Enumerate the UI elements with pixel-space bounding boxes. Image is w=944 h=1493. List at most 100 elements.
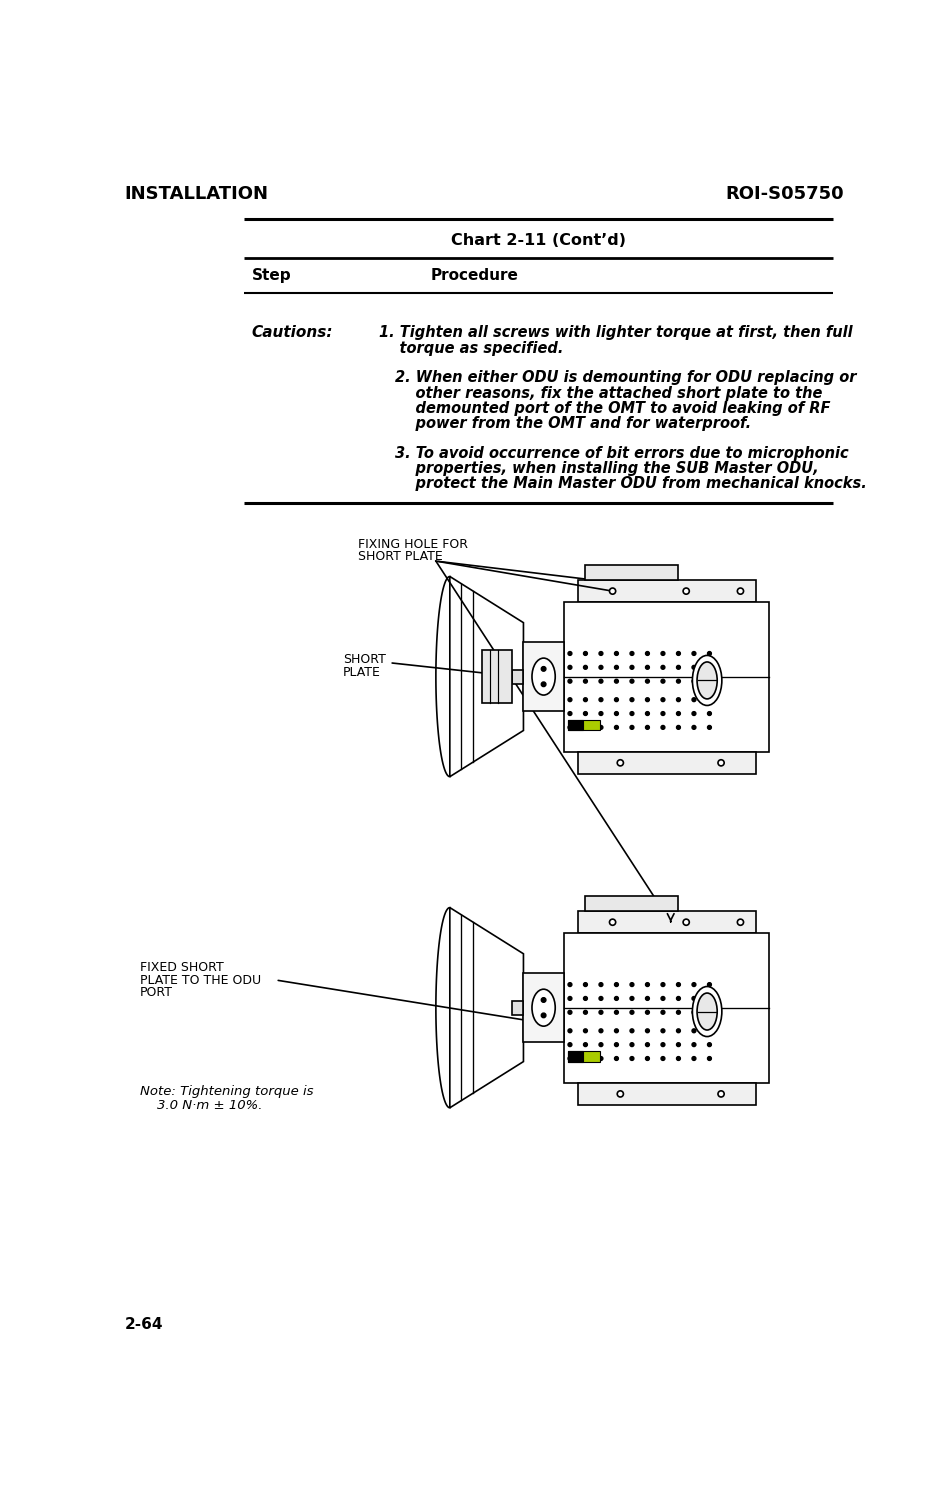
Circle shape bbox=[660, 982, 665, 987]
Circle shape bbox=[707, 666, 711, 669]
Circle shape bbox=[630, 679, 633, 684]
Circle shape bbox=[614, 666, 617, 669]
Circle shape bbox=[598, 1057, 602, 1060]
Circle shape bbox=[691, 726, 695, 729]
Circle shape bbox=[582, 726, 587, 729]
Circle shape bbox=[676, 1042, 680, 1047]
Text: Cautions:: Cautions: bbox=[251, 325, 332, 340]
Text: 2. When either ODU is demounting for ODU replacing or: 2. When either ODU is demounting for ODU… bbox=[395, 370, 855, 385]
Circle shape bbox=[707, 1042, 711, 1047]
Circle shape bbox=[645, 712, 649, 715]
Bar bbox=[567, 1051, 582, 1062]
Bar bbox=[523, 642, 564, 711]
Circle shape bbox=[630, 651, 633, 655]
Circle shape bbox=[567, 697, 571, 702]
Circle shape bbox=[707, 1029, 711, 1033]
Circle shape bbox=[582, 679, 587, 684]
Bar bbox=[567, 720, 582, 730]
Circle shape bbox=[645, 982, 649, 987]
Circle shape bbox=[645, 679, 649, 684]
Circle shape bbox=[645, 1042, 649, 1047]
Circle shape bbox=[616, 1091, 623, 1097]
Circle shape bbox=[707, 651, 711, 655]
Circle shape bbox=[630, 697, 633, 702]
Bar bbox=[577, 581, 755, 602]
Circle shape bbox=[691, 1029, 695, 1033]
Circle shape bbox=[676, 651, 680, 655]
Circle shape bbox=[691, 996, 695, 1000]
Circle shape bbox=[630, 1011, 633, 1014]
Bar bbox=[564, 602, 768, 752]
Circle shape bbox=[567, 1011, 571, 1014]
Circle shape bbox=[567, 679, 571, 684]
Circle shape bbox=[676, 1011, 680, 1014]
Circle shape bbox=[707, 1011, 711, 1014]
Circle shape bbox=[645, 1011, 649, 1014]
Circle shape bbox=[630, 1042, 633, 1047]
Circle shape bbox=[609, 588, 615, 594]
Circle shape bbox=[660, 712, 665, 715]
Text: INSTALLATION: INSTALLATION bbox=[125, 185, 268, 203]
Circle shape bbox=[645, 1057, 649, 1060]
Circle shape bbox=[736, 920, 743, 926]
Circle shape bbox=[660, 1042, 665, 1047]
Circle shape bbox=[645, 726, 649, 729]
Circle shape bbox=[567, 996, 571, 1000]
Text: 3. To avoid occurrence of bit errors due to microphonic: 3. To avoid occurrence of bit errors due… bbox=[395, 445, 848, 460]
Bar bbox=[512, 670, 523, 684]
Bar bbox=[567, 720, 599, 730]
Text: protect the Main Master ODU from mechanical knocks.: protect the Main Master ODU from mechani… bbox=[395, 476, 866, 491]
Ellipse shape bbox=[692, 987, 721, 1036]
Text: PLATE TO THE ODU: PLATE TO THE ODU bbox=[140, 973, 261, 987]
Circle shape bbox=[676, 1029, 680, 1033]
Circle shape bbox=[676, 726, 680, 729]
Circle shape bbox=[660, 726, 665, 729]
Circle shape bbox=[691, 982, 695, 987]
Circle shape bbox=[691, 1057, 695, 1060]
Circle shape bbox=[614, 726, 617, 729]
Text: other reasons, fix the attached short plate to the: other reasons, fix the attached short pl… bbox=[395, 385, 821, 400]
Polygon shape bbox=[449, 576, 523, 776]
Circle shape bbox=[582, 712, 587, 715]
Bar bbox=[585, 564, 678, 581]
Circle shape bbox=[616, 760, 623, 766]
Circle shape bbox=[541, 1014, 546, 1018]
Circle shape bbox=[691, 651, 695, 655]
Circle shape bbox=[567, 1029, 571, 1033]
Circle shape bbox=[676, 666, 680, 669]
Bar bbox=[585, 896, 678, 911]
Circle shape bbox=[683, 920, 688, 926]
Circle shape bbox=[683, 588, 688, 594]
Circle shape bbox=[660, 651, 665, 655]
Text: power from the OMT and for waterproof.: power from the OMT and for waterproof. bbox=[395, 417, 750, 431]
Text: FIXED SHORT: FIXED SHORT bbox=[140, 961, 224, 975]
Circle shape bbox=[614, 1057, 617, 1060]
Circle shape bbox=[614, 712, 617, 715]
Circle shape bbox=[707, 712, 711, 715]
Circle shape bbox=[676, 679, 680, 684]
Circle shape bbox=[582, 666, 587, 669]
Text: FIXING HOLE FOR: FIXING HOLE FOR bbox=[358, 537, 468, 551]
Circle shape bbox=[676, 1057, 680, 1060]
Circle shape bbox=[691, 1011, 695, 1014]
Circle shape bbox=[707, 1057, 711, 1060]
Circle shape bbox=[567, 1042, 571, 1047]
Circle shape bbox=[598, 1042, 602, 1047]
Circle shape bbox=[614, 1011, 617, 1014]
Circle shape bbox=[676, 982, 680, 987]
Circle shape bbox=[645, 996, 649, 1000]
Text: SHORT: SHORT bbox=[343, 654, 385, 666]
Bar bbox=[512, 1000, 523, 1015]
Ellipse shape bbox=[697, 993, 716, 1030]
Circle shape bbox=[630, 982, 633, 987]
Text: 2-64: 2-64 bbox=[125, 1317, 162, 1332]
Circle shape bbox=[630, 1057, 633, 1060]
Circle shape bbox=[567, 982, 571, 987]
Circle shape bbox=[567, 726, 571, 729]
Circle shape bbox=[645, 651, 649, 655]
Text: 1. Tighten all screws with lighter torque at first, then full: 1. Tighten all screws with lighter torqu… bbox=[379, 325, 852, 340]
Circle shape bbox=[707, 726, 711, 729]
Circle shape bbox=[614, 679, 617, 684]
Circle shape bbox=[630, 1029, 633, 1033]
Circle shape bbox=[598, 1011, 602, 1014]
